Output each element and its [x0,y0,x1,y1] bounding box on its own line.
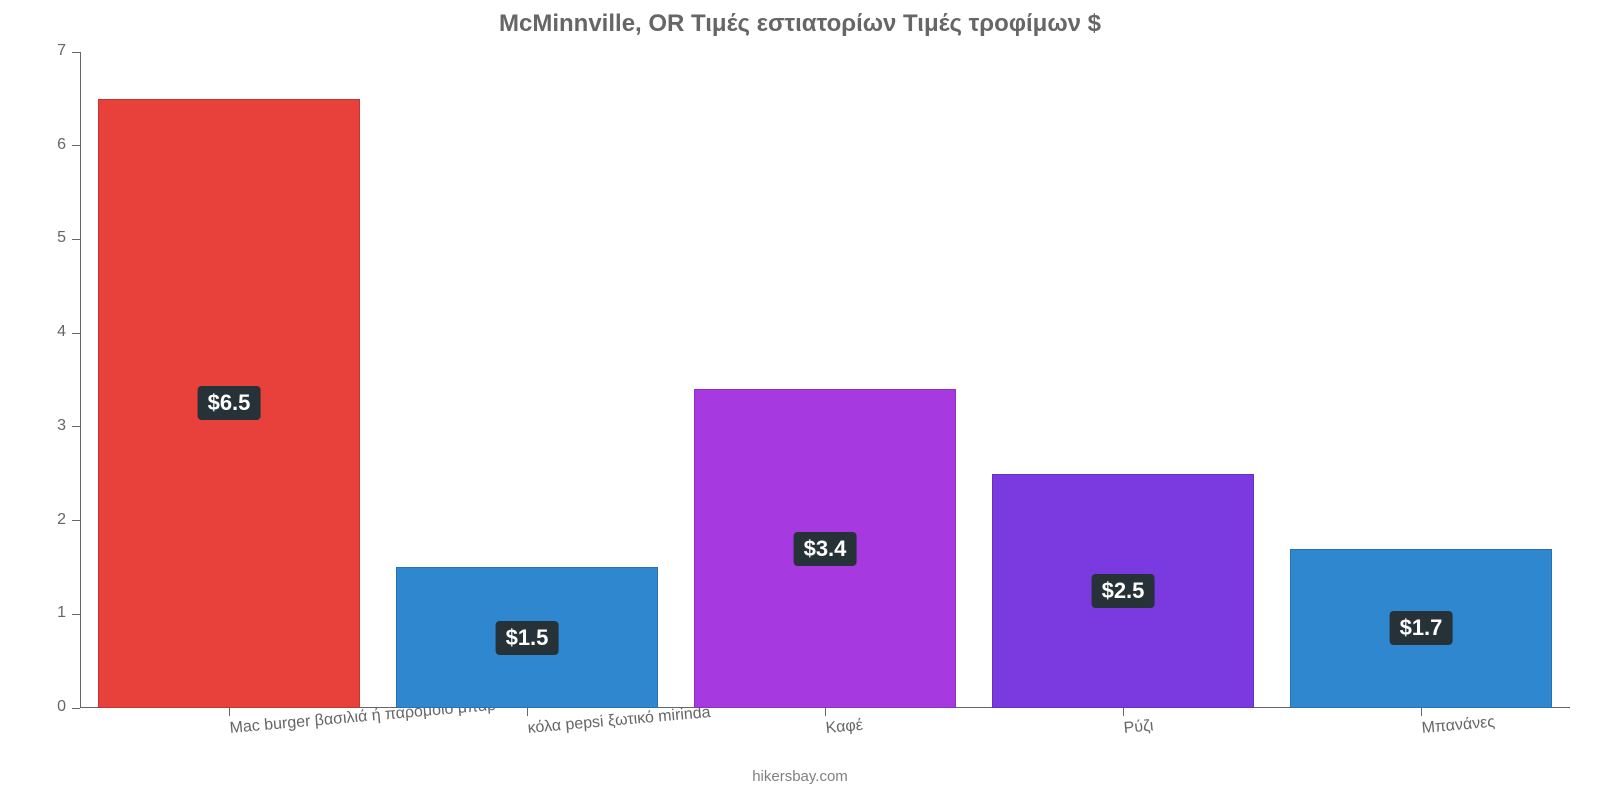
y-tick-mark [72,52,80,53]
price-bar-chart: McMinnville, OR Τιμές εστιατορίων Τιμές … [0,0,1600,800]
x-tick-label: Καφέ [825,720,827,738]
x-tick-label: Mac burger βασιλιά ή παρόμοιο μπαρ [229,720,231,738]
x-tick-label: Ρύζι [1123,720,1125,738]
bar-value-label: $6.5 [198,386,261,420]
y-tick-mark [72,708,80,709]
x-tick-mark [1421,708,1422,716]
bar-value-label: $1.5 [496,621,559,655]
y-axis-line [80,52,81,708]
y-tick-label: 3 [26,417,66,435]
y-tick-mark [72,333,80,334]
x-tick-mark [229,708,230,716]
x-tick-mark [527,708,528,716]
plot-area: 01234567$6.5Mac burger βασιλιά ή παρόμοι… [80,52,1570,708]
y-tick-label: 6 [26,136,66,154]
y-tick-label: 0 [26,698,66,716]
y-tick-label: 1 [26,604,66,622]
chart-title: McMinnville, OR Τιμές εστιατορίων Τιμές … [0,10,1600,38]
bar-value-label: $3.4 [794,532,857,566]
bar-value-label: $1.7 [1390,611,1453,645]
y-tick-mark [72,520,80,521]
y-tick-label: 7 [26,42,66,60]
y-tick-mark [72,145,80,146]
y-tick-label: 2 [26,511,66,529]
x-tick-mark [1123,708,1124,716]
y-tick-mark [72,426,80,427]
bar-value-label: $2.5 [1092,574,1155,608]
y-tick-mark [72,614,80,615]
x-tick-label: Μπανάνες [1421,720,1423,738]
y-tick-mark [72,239,80,240]
x-tick-mark [825,708,826,716]
y-tick-label: 4 [26,323,66,341]
attribution-text: hikersbay.com [0,768,1600,785]
x-tick-label: κόλα pepsi ξωτικό mirinda [527,720,529,738]
y-tick-label: 5 [26,229,66,247]
